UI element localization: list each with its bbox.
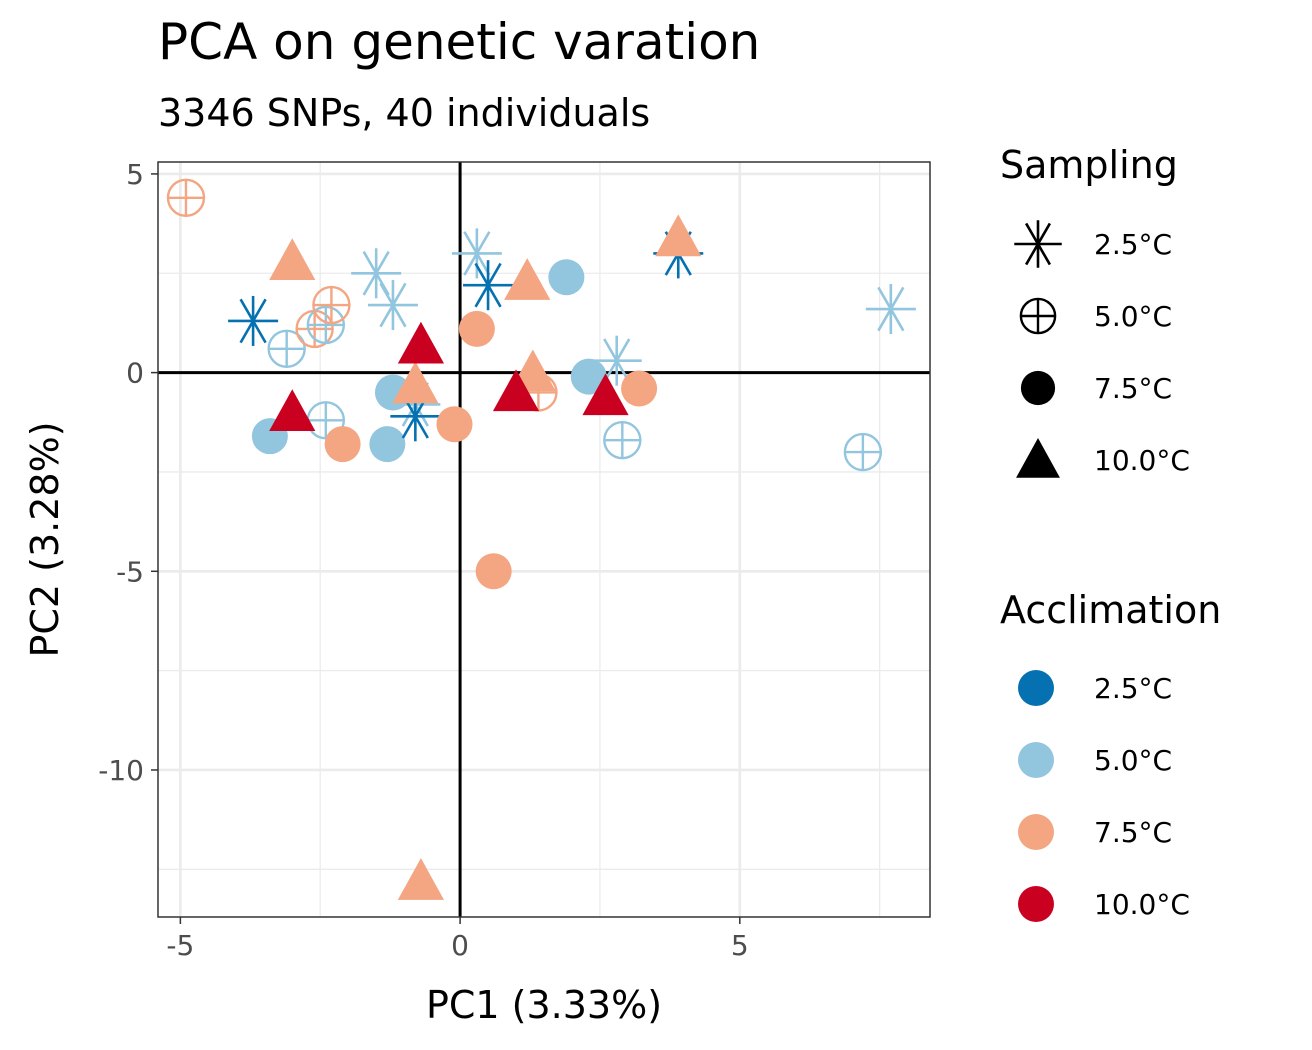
data-point-24 xyxy=(504,258,551,300)
marker-triangle xyxy=(504,258,551,300)
chart-subtitle: 3346 SNPs, 40 individuals xyxy=(158,91,651,135)
data-point-29 xyxy=(475,553,512,590)
legend-acclimation-title: Acclimation xyxy=(1000,588,1221,632)
y-tick-label: 0 xyxy=(126,357,144,390)
y-axis-title: PC2 (3.28%) xyxy=(23,421,67,657)
data-point-13 xyxy=(324,426,361,463)
marker-triangle xyxy=(1016,438,1060,478)
legend-sampling-key-2 xyxy=(1019,297,1057,335)
y-tick-label: -5 xyxy=(116,555,144,588)
marker-triangle xyxy=(397,858,445,900)
data-point-36 xyxy=(655,214,702,257)
marker-circle xyxy=(548,259,585,296)
legend-sampling-label: 7.5°C xyxy=(1094,372,1172,405)
data-point-32 xyxy=(582,373,629,416)
legend-acclimation-key-3 xyxy=(1018,814,1054,850)
data-point-18 xyxy=(392,361,439,404)
plot-panel-border xyxy=(157,161,931,918)
data-point-30 xyxy=(570,358,607,395)
legend-acclimation-key-2 xyxy=(1018,742,1054,778)
marker-triangle xyxy=(392,361,439,404)
axis-ticks: -5 0 5 5 0 -5 -10 xyxy=(98,158,748,962)
legend-acclimation-label: 10.0°C xyxy=(1094,888,1190,921)
data-point-21 xyxy=(451,228,502,279)
marker-circle xyxy=(621,370,658,407)
legend-sampling-label: 2.5°C xyxy=(1094,228,1172,261)
data-point-4 xyxy=(267,329,306,368)
marker-circle xyxy=(458,310,495,347)
data-point-8 xyxy=(351,248,402,299)
data-point-3 xyxy=(228,295,279,346)
legend-acclimation-label: 7.5°C xyxy=(1094,816,1172,849)
data-point-33 xyxy=(621,370,658,407)
data-point-1 xyxy=(166,178,206,217)
y-tick-label: -10 xyxy=(98,754,144,787)
legend-acclimation: Acclimation 2.5°C 5.0°C 7.5°C 10.0°C xyxy=(1000,588,1221,922)
marker-circle xyxy=(570,358,607,395)
y-tick-label: 5 xyxy=(126,158,144,191)
marker-triangle xyxy=(269,389,316,432)
x-tick-label: -5 xyxy=(166,929,194,962)
marker-circle xyxy=(1020,370,1056,406)
x-tick-label: 5 xyxy=(731,929,749,962)
legend-acclimation-key-1 xyxy=(1018,670,1054,706)
data-point-39 xyxy=(397,858,445,900)
marker-triangle xyxy=(269,238,316,281)
data-point-37 xyxy=(865,284,916,335)
data-point-5 xyxy=(295,309,334,349)
data-point-14 xyxy=(369,426,406,463)
legend-sampling-label: 10.0°C xyxy=(1094,444,1190,477)
marker-circle xyxy=(436,406,473,443)
legend-sampling-label: 5.0°C xyxy=(1094,300,1172,333)
legend-sampling-title: Sampling xyxy=(1000,143,1178,187)
legend-sampling-key-1 xyxy=(1014,220,1062,268)
data-point-31 xyxy=(591,335,642,386)
legend-sampling-key-4 xyxy=(1016,438,1060,478)
x-axis-title: PC1 (3.33%) xyxy=(426,983,662,1027)
legend-acclimation-key-4 xyxy=(1018,886,1054,922)
data-point-38 xyxy=(843,432,883,472)
data-point-20 xyxy=(436,406,473,443)
data-point-22 xyxy=(463,260,514,311)
legend-acclimation-label: 2.5°C xyxy=(1094,672,1172,705)
data-point-7 xyxy=(312,285,351,325)
data-point-9 xyxy=(367,280,418,331)
marker-triangle xyxy=(655,214,702,257)
marker-triangle xyxy=(397,321,445,364)
legend-acclimation-label: 5.0°C xyxy=(1094,744,1172,777)
marker-triangle xyxy=(492,369,540,412)
data-point-12 xyxy=(269,389,316,432)
x-tick-label: 0 xyxy=(451,929,469,962)
data-point-6 xyxy=(306,305,346,345)
data-points xyxy=(166,178,916,900)
data-point-28 xyxy=(492,369,540,412)
data-point-23 xyxy=(458,310,495,347)
data-point-2 xyxy=(269,238,316,281)
chart-title: PCA on genetic varation xyxy=(158,13,761,71)
data-point-34 xyxy=(603,420,642,460)
legend-sampling: Sampling 2.5°C 5.0°C 7.5°C 10.0°C xyxy=(1000,143,1190,478)
legend-sampling-key-3 xyxy=(1020,370,1056,406)
data-point-19 xyxy=(397,321,445,364)
data-point-25 xyxy=(548,259,585,296)
marker-circle xyxy=(369,426,406,463)
marker-circle xyxy=(324,426,361,463)
marker-triangle xyxy=(582,373,629,416)
marker-circle xyxy=(475,553,512,590)
